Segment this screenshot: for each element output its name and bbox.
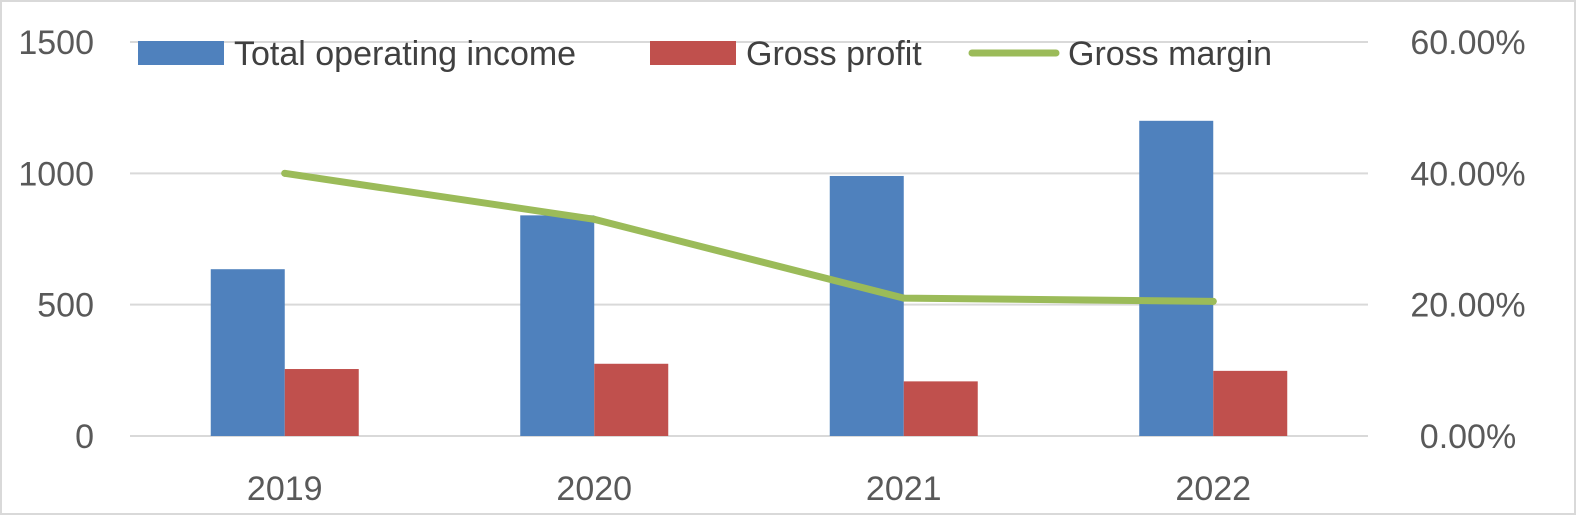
x-tick-label: 2020	[556, 470, 632, 508]
bar-0-2	[829, 175, 904, 436]
y-left-tick-label: 1500	[18, 24, 94, 62]
legend-swatch-0	[138, 41, 224, 65]
legend-swatch-1	[650, 41, 736, 65]
legend-label-2: Gross margin	[1068, 35, 1272, 73]
legend-label-0: Total operating income	[234, 35, 576, 73]
bar-0-3	[1139, 120, 1214, 437]
line-series-2	[281, 169, 1217, 305]
line-series	[281, 169, 1217, 305]
y-right-tick-label: 40.00%	[1410, 155, 1525, 193]
x-tick-label: 2022	[1175, 470, 1251, 508]
line-point-1	[590, 215, 598, 223]
y-right-tick-label: 20.00%	[1410, 287, 1525, 325]
line-point-0	[281, 169, 289, 177]
bar-1-0	[284, 369, 359, 436]
x-tick-label: 2021	[866, 470, 942, 508]
y-left-tick-label: 1000	[18, 155, 94, 193]
bar-1-2	[903, 381, 978, 436]
bar-1-1	[594, 363, 669, 436]
line-point-2	[900, 294, 908, 302]
y-right-tick-label: 60.00%	[1410, 24, 1525, 62]
legend: Total operating income Gross profit Gross …	[138, 35, 1272, 73]
axes: 0 500 1000 1500 0.00% 20.00% 40.00% 60.00% 2019 2…	[18, 24, 1525, 508]
bar-1-3	[1213, 370, 1288, 436]
x-tick-label: 2019	[247, 470, 323, 508]
bar-0-1	[520, 215, 595, 436]
y-left-tick-label: 0	[75, 418, 94, 456]
legend-label-1: Gross profit	[746, 35, 922, 73]
bars	[210, 120, 1288, 437]
line-point-3	[1209, 297, 1217, 305]
y-right-tick-label: 0.00%	[1420, 418, 1516, 456]
y-left-tick-label: 500	[37, 287, 94, 325]
bar-0-0	[210, 269, 285, 436]
